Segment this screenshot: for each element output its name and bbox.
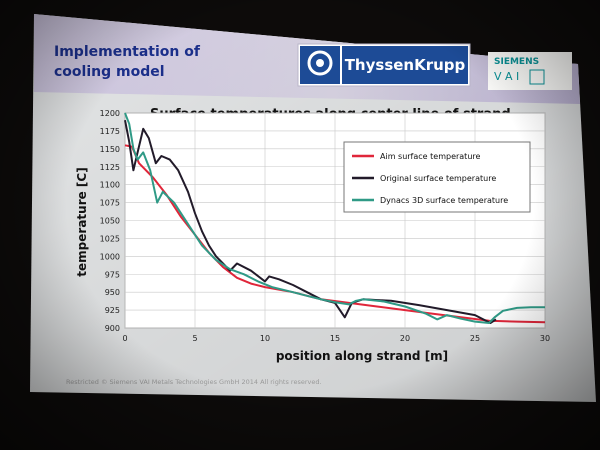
y-tick-label: 1050 [100, 217, 120, 226]
x-tick-label: 5 [192, 334, 197, 343]
slide-heading-line1: Implementation of [54, 44, 201, 60]
y-tick-label: 1000 [100, 252, 120, 261]
y-tick-label: 1100 [100, 181, 120, 190]
y-tick-label: 925 [105, 306, 120, 315]
chart-legend: Aim surface temperature Original surface… [343, 141, 531, 213]
x-tick-label: 15 [330, 334, 340, 343]
thyssenkrupp-wordmark: ThyssenKrupp [345, 56, 466, 74]
x-axis-label: position along strand [m] [276, 349, 448, 363]
thyssenkrupp-logo: ThyssenKrupp [297, 43, 471, 87]
y-tick-label: 1200 [100, 109, 120, 118]
legend-label-original: Original surface temperature [380, 174, 496, 183]
slide-footer: Restricted © Siemens VAI Metals Technolo… [66, 378, 322, 386]
siemens-vai-logo: SIEMENS V A I [488, 52, 572, 90]
y-tick-label: 1175 [100, 127, 120, 136]
x-tick-label: 30 [540, 334, 550, 343]
y-tick-label: 975 [105, 270, 120, 279]
temperature-chart: Surface temperatures along center line o… [75, 107, 550, 363]
y-axis-label: temperature [C] [75, 167, 89, 276]
x-tick-label: 20 [400, 334, 410, 343]
x-tick-label: 0 [122, 334, 127, 343]
legend-label-aim: Aim surface temperature [380, 152, 481, 161]
y-tick-label: 1075 [100, 199, 120, 208]
x-tick-label: 10 [260, 334, 270, 343]
legend-label-dynacs: Dynacs 3D surface temperature [380, 196, 508, 205]
y-tick-label: 1150 [100, 145, 120, 154]
slide-heading-line2: cooling model [54, 64, 165, 80]
y-tick-label: 950 [105, 288, 120, 297]
y-tick-label: 1125 [100, 163, 120, 172]
y-tick-label: 1025 [100, 234, 120, 243]
y-tick-label: 900 [105, 324, 120, 333]
siemens-wordmark: SIEMENS [494, 57, 539, 67]
vai-wordmark: V A I [494, 70, 519, 83]
x-tick-label: 25 [470, 334, 480, 343]
